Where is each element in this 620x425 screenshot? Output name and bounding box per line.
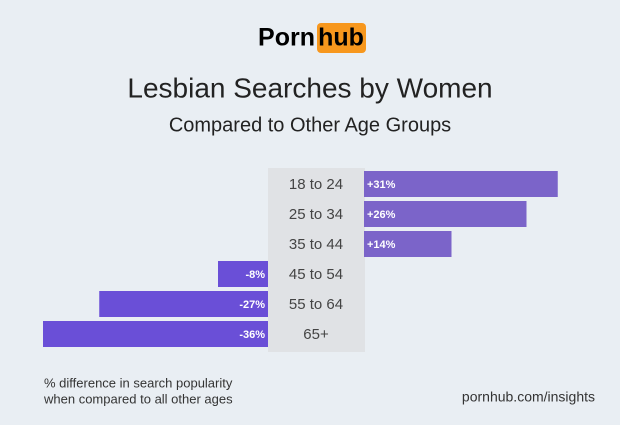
value-label: -36% [239,329,265,341]
category-label: 35 to 44 [289,236,343,253]
value-label: -27% [239,299,265,311]
footnote: when compared to all other ages [43,391,233,406]
category-label: 45 to 54 [289,266,343,283]
logo-right: hub [318,24,364,52]
footnote: % difference in search popularity [44,375,233,390]
bar [218,261,268,287]
category-label: 55 to 64 [289,296,343,313]
value-label: +26% [367,209,396,221]
category-label: 18 to 24 [289,176,343,193]
source: pornhub.com/insights [462,389,595,405]
value-label: +31% [367,179,396,191]
chart-subtitle: Compared to Other Age Groups [169,114,451,136]
bar [364,231,452,257]
category-label: 25 to 34 [289,206,343,223]
logo-left: Porn [258,24,315,52]
bar [99,291,268,317]
bar [364,201,527,227]
bar [364,171,558,197]
category-column [268,168,365,352]
category-label: 65+ [303,326,329,343]
bar [43,321,268,347]
chart-title: Lesbian Searches by Women [127,72,492,103]
value-label: -8% [245,269,265,281]
logo-box [317,23,366,53]
value-label: +14% [367,239,396,251]
